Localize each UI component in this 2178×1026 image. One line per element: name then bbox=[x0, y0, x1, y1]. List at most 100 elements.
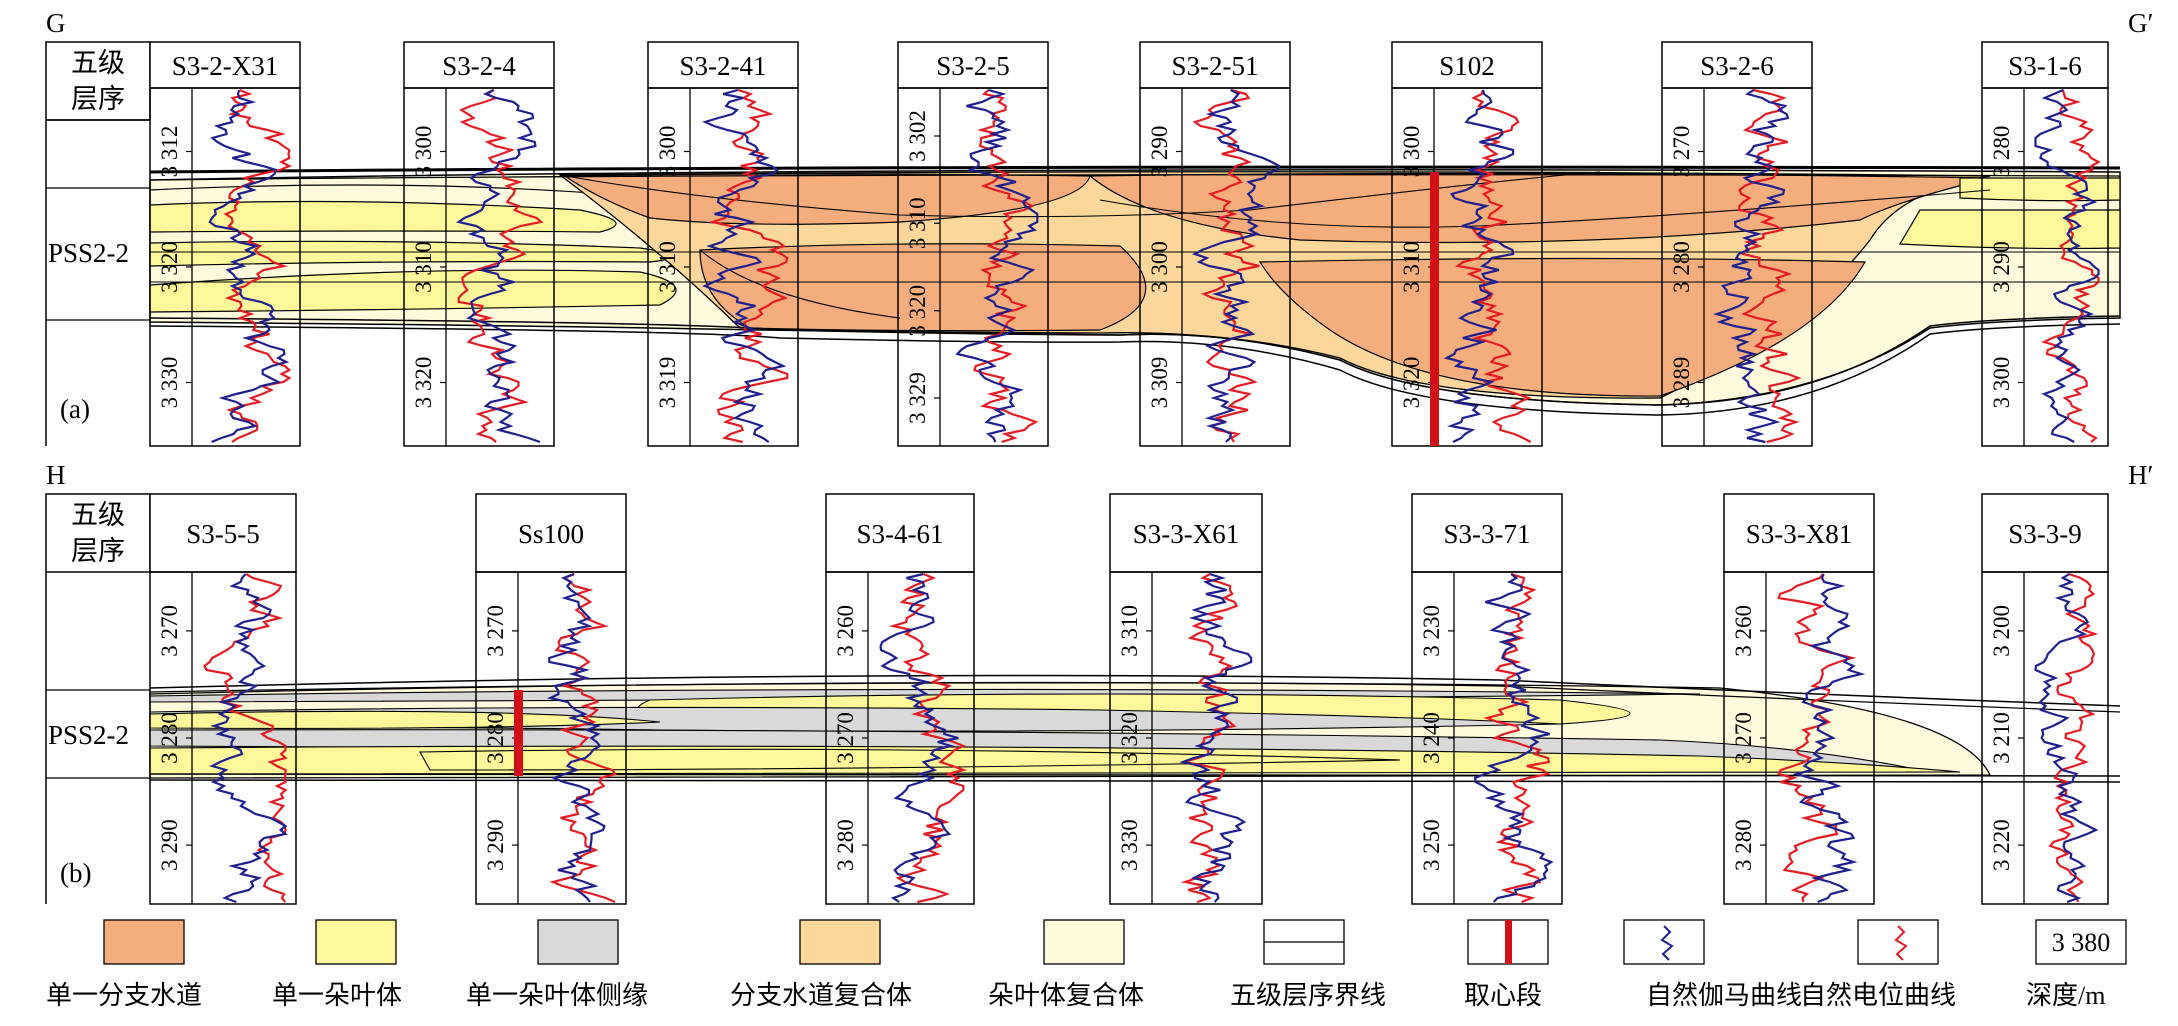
well-log-frame bbox=[647, 87, 799, 447]
depth-label: 3 319 bbox=[655, 357, 680, 409]
legend-label: 朵叶体复合体 bbox=[988, 981, 1144, 1010]
panel-b-cross-section: H H′ 五级 层序 PSS2-2 (b) S3-5-5 3 270 bbox=[45, 460, 2153, 905]
panel-b-strata bbox=[149, 674, 2121, 783]
sp-curve bbox=[888, 572, 968, 904]
well-header-box bbox=[825, 493, 975, 573]
well-name: S3-4-61 bbox=[857, 519, 944, 549]
panel-b-label: (b) bbox=[60, 858, 91, 888]
well-log-frame bbox=[1391, 87, 1543, 447]
well-name: S3-5-5 bbox=[186, 519, 260, 549]
depth-label: 3 270 bbox=[157, 605, 182, 657]
single-lobe bbox=[149, 269, 677, 313]
legend-swatch bbox=[315, 919, 397, 965]
well-column: S3-2-41 3 300 3 310 3 319 bbox=[647, 41, 799, 447]
panel-b-sequence-header: 五级 层序 PSS2-2 (b) bbox=[45, 493, 151, 904]
well-log-frame bbox=[475, 571, 627, 905]
gamma-curve bbox=[1443, 89, 1515, 443]
well-column: S3-3-X61 3 310 3 320 3 330 bbox=[1109, 493, 1263, 905]
legend-item-sp: 自然电位曲线 bbox=[1800, 919, 1956, 1010]
well-header-box bbox=[897, 41, 1049, 89]
depth-label: 3 310 bbox=[1399, 241, 1424, 293]
depth-label: 3 330 bbox=[157, 357, 182, 409]
well-name: Ss100 bbox=[518, 519, 584, 549]
legend-item-boundary: 五级层序界线 bbox=[1230, 919, 1386, 1010]
well-column: S3-5-5 3 270 3 280 3 290 bbox=[149, 493, 297, 905]
depth-label: 3 270 bbox=[483, 605, 508, 657]
sp-curve bbox=[708, 88, 789, 444]
well-header-box bbox=[1981, 493, 2109, 573]
depth-label: 3 309 bbox=[1147, 357, 1172, 409]
well-log-frame bbox=[1661, 87, 1813, 447]
depth-label: 3 302 bbox=[905, 110, 930, 162]
legend-item-lobe: 单一朵叶体 bbox=[272, 919, 402, 1010]
core-interval bbox=[514, 690, 523, 776]
well-log-frame bbox=[1981, 87, 2109, 447]
legend-depth-sample: 3 380 bbox=[2052, 928, 2111, 957]
well-column: S102 3 300 3 310 3 320 bbox=[1391, 41, 1543, 447]
depth-label: 3 312 bbox=[157, 126, 182, 178]
bed-boundary bbox=[559, 171, 1601, 218]
single-lobe bbox=[149, 200, 617, 233]
sequence-boundary-base bbox=[149, 779, 2121, 783]
panel-a-right-letter: G′ bbox=[2128, 8, 2153, 38]
sequence-boundary-top bbox=[149, 174, 2121, 181]
depth-label: 3 310 bbox=[411, 241, 436, 293]
well-log-frame bbox=[149, 571, 297, 905]
sp-curve bbox=[1180, 573, 1238, 904]
well-header-box bbox=[1139, 41, 1291, 89]
sp-curve bbox=[457, 89, 544, 443]
well-name: S3-2-5 bbox=[936, 51, 1010, 81]
depth-label: 3 300 bbox=[1147, 241, 1172, 293]
gamma-curve bbox=[1473, 573, 1554, 903]
depth-label: 3 240 bbox=[1419, 712, 1444, 764]
well-log-frame bbox=[149, 87, 301, 447]
legend-swatch bbox=[103, 919, 185, 965]
gamma-curve bbox=[2034, 573, 2099, 904]
well-name: S3-3-9 bbox=[2008, 519, 2082, 549]
well-log-frame bbox=[1109, 571, 1263, 905]
depth-label: 3 320 bbox=[411, 357, 436, 409]
depth-label: 3 280 bbox=[1669, 241, 1694, 293]
well-column: S3-2-4 3 300 3 310 3 320 bbox=[403, 41, 555, 447]
well-log-frame bbox=[1723, 571, 1875, 905]
depth-label: 3 329 bbox=[905, 372, 930, 424]
depth-label: 3 280 bbox=[1731, 819, 1756, 871]
gamma-curve bbox=[546, 572, 606, 903]
well-column: S3-2-51 3 290 3 300 3 309 bbox=[1139, 41, 1291, 447]
well-name: S3-2-41 bbox=[680, 51, 767, 81]
well-name: S3-3-X61 bbox=[1133, 519, 1240, 549]
well-log-frame bbox=[897, 87, 1049, 447]
depth-label: 3 260 bbox=[1731, 605, 1756, 657]
gamma-curve bbox=[702, 88, 787, 443]
depth-label: 3 200 bbox=[1989, 605, 2014, 657]
legend-label: 单一朵叶体侧缘 bbox=[466, 981, 648, 1010]
panel-b-wells: S3-5-5 3 270 3 280 3 290 Ss100 3 270 3 280 3 29… bbox=[149, 493, 2109, 905]
header-label-line2: 层序 bbox=[71, 84, 125, 114]
well-name: S102 bbox=[1439, 51, 1495, 81]
depth-label: 3 230 bbox=[1419, 605, 1444, 657]
gamma-curve bbox=[2034, 88, 2100, 443]
well-header-box bbox=[149, 493, 297, 573]
depth-label: 3 290 bbox=[157, 819, 182, 871]
sp-curve bbox=[1737, 88, 1802, 444]
well-header-box bbox=[1723, 493, 1875, 573]
depth-label: 3 310 bbox=[905, 197, 930, 249]
legend-label: 单一朵叶体 bbox=[272, 981, 402, 1010]
depth-label: 3 280 bbox=[157, 712, 182, 764]
well-header-box bbox=[475, 493, 627, 573]
depth-label: 3 300 bbox=[655, 126, 680, 178]
legend-item-channel_complex: 分支水道复合体 bbox=[730, 919, 912, 1010]
single-lobe bbox=[419, 748, 1401, 771]
panel-a-sequence-label: PSS2-2 bbox=[48, 238, 129, 268]
legend-item-lobe_margin: 单一朵叶体侧缘 bbox=[466, 919, 648, 1010]
legend-label: 单一分支水道 bbox=[46, 981, 202, 1010]
panel-a-sequence-header: 五级 层序 PSS2-2 (a) bbox=[45, 41, 151, 446]
legend-item-core: 取心段 bbox=[1464, 919, 1549, 1010]
sp-curve bbox=[1192, 88, 1260, 443]
depth-label: 3 290 bbox=[1989, 241, 2014, 293]
legend-item-lobe_complex: 朵叶体复合体 bbox=[988, 919, 1144, 1010]
legend-swatch bbox=[1043, 919, 1125, 965]
depth-label: 3 320 bbox=[905, 285, 930, 337]
well-name: S3-2-4 bbox=[442, 51, 516, 81]
